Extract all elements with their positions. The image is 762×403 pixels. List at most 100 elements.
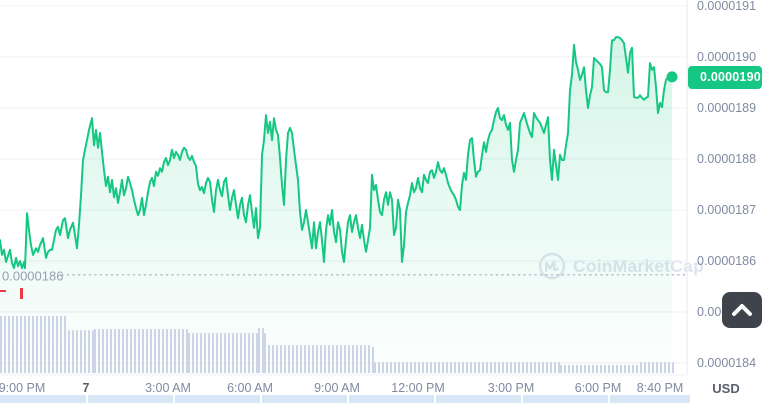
y-axis-tick-label: 0.0000187 xyxy=(697,203,757,217)
range-strip-divider xyxy=(260,395,262,403)
scroll-top-button[interactable] xyxy=(722,292,762,328)
volume-bar xyxy=(398,362,400,373)
volume-bar xyxy=(554,362,556,373)
volume-bar xyxy=(204,333,206,373)
volume-bar xyxy=(406,362,408,373)
volume-bar xyxy=(232,333,234,373)
volume-bar xyxy=(84,330,86,373)
volume-bar xyxy=(576,365,578,373)
volume-bar xyxy=(522,362,524,373)
volume-bar xyxy=(52,316,54,373)
volume-bar xyxy=(320,345,322,373)
volume-bar xyxy=(248,333,250,373)
current-price-badge: 0.0000190 xyxy=(688,66,762,89)
volume-bar xyxy=(624,365,626,373)
range-strip-divider xyxy=(521,395,523,403)
volume-bar xyxy=(592,365,594,373)
volume-bar xyxy=(48,316,50,373)
volume-bar xyxy=(162,329,164,373)
volume-bar xyxy=(640,362,642,373)
volume-bar xyxy=(94,329,96,373)
volume-bar xyxy=(596,365,598,373)
volume-bar xyxy=(32,316,34,373)
volume-bar xyxy=(130,329,132,373)
volume-bar xyxy=(146,329,148,373)
volume-bar xyxy=(546,362,548,373)
volume-bar xyxy=(178,329,180,373)
volume-bar xyxy=(564,365,566,373)
volume-bar xyxy=(264,333,266,373)
price-area-fill xyxy=(0,37,672,375)
volume-bar xyxy=(526,362,528,373)
price-line xyxy=(0,36,673,270)
volume-bar xyxy=(608,365,610,373)
last-price-dot xyxy=(666,71,678,83)
volume-bar xyxy=(414,362,416,373)
volume-bar xyxy=(458,362,460,373)
volume-bar xyxy=(474,362,476,373)
volume-bar xyxy=(240,333,242,373)
volume-bar xyxy=(466,362,468,373)
volume-bar xyxy=(558,362,560,373)
volume-bar xyxy=(158,329,160,373)
volume-bar xyxy=(620,365,622,373)
volume-bar xyxy=(28,316,30,373)
volume-bar xyxy=(422,362,424,373)
volume-bar xyxy=(386,362,388,373)
volume-bar xyxy=(138,329,140,373)
volume-bar xyxy=(494,362,496,373)
volume-bar xyxy=(438,362,440,373)
volume-bar xyxy=(652,362,654,373)
volume-bar xyxy=(304,345,306,373)
volume-bar xyxy=(182,329,184,373)
volume-bar xyxy=(8,316,10,373)
x-axis-tick-label: 9:00 PM xyxy=(0,381,46,395)
current-price-value: 0.0000190 xyxy=(700,70,761,84)
volume-bar xyxy=(542,362,544,373)
volume-bar xyxy=(106,329,108,373)
range-strip-divider xyxy=(434,395,436,403)
volume-bar xyxy=(390,362,392,373)
volume-bar xyxy=(76,330,78,373)
x-axis-tick-label: 3:00 AM xyxy=(145,381,191,395)
volume-bar xyxy=(134,329,136,373)
volume-bar xyxy=(268,345,270,373)
volume-bar xyxy=(154,329,156,373)
volume-bar xyxy=(196,333,198,373)
volume-bar xyxy=(312,345,314,373)
red-mark xyxy=(0,290,6,292)
chevron-up-icon xyxy=(732,304,752,316)
volume-bar xyxy=(530,362,532,373)
volume-bar xyxy=(604,365,606,373)
volume-bar xyxy=(632,365,634,373)
volume-bar xyxy=(262,327,264,373)
volume-bar xyxy=(580,365,582,373)
volume-bar xyxy=(324,345,326,373)
volume-bar xyxy=(616,365,618,373)
volume-bar xyxy=(296,345,298,373)
y-axis-tick-label: 0.0000190 xyxy=(697,50,757,64)
volume-bar xyxy=(430,362,432,373)
volume-bar xyxy=(244,333,246,373)
volume-bar xyxy=(20,316,22,373)
range-strip-divider xyxy=(86,395,88,403)
range-strip-divider xyxy=(608,395,610,403)
volume-bar xyxy=(200,333,202,373)
volume-bar xyxy=(292,345,294,373)
volume-bar xyxy=(418,362,420,373)
volume-bar xyxy=(568,365,570,373)
range-strip-divider xyxy=(347,395,349,403)
volume-bar xyxy=(584,365,586,373)
y-axis-tick-label: 0.0000184 xyxy=(697,356,757,370)
x-axis-tick-label: 9:00 AM xyxy=(314,381,360,395)
volume-bar xyxy=(378,362,380,373)
range-selector-strip[interactable] xyxy=(0,395,690,403)
volume-bar xyxy=(236,333,238,373)
volume-bar xyxy=(360,345,362,373)
volume-bar xyxy=(572,365,574,373)
volume-bar xyxy=(372,346,374,373)
volume-bar xyxy=(56,316,58,373)
volume-bar xyxy=(252,333,254,373)
volume-bar xyxy=(276,345,278,373)
